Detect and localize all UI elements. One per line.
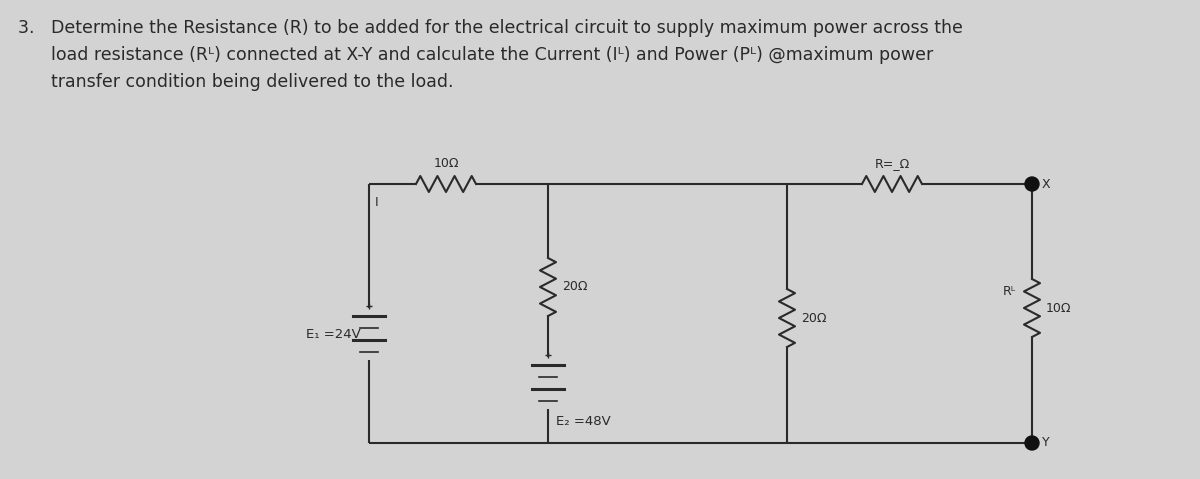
Text: 20Ω: 20Ω <box>802 311 827 324</box>
Text: R=_Ω: R=_Ω <box>875 157 910 170</box>
Circle shape <box>1025 436 1039 450</box>
Text: 10Ω: 10Ω <box>433 157 458 170</box>
Text: Rᴸ: Rᴸ <box>1003 285 1016 298</box>
Circle shape <box>1025 177 1039 191</box>
Text: Y: Y <box>1042 436 1050 449</box>
Text: 20Ω: 20Ω <box>562 281 588 294</box>
Text: transfer condition being delivered to the load.: transfer condition being delivered to th… <box>18 73 454 91</box>
Text: load resistance (Rᴸ) connected at X-Y and calculate the Current (Iᴸ) and Power (: load resistance (Rᴸ) connected at X-Y an… <box>18 46 934 64</box>
Text: X: X <box>1042 178 1051 191</box>
Text: I: I <box>374 196 379 209</box>
Text: E₁ =24V: E₁ =24V <box>306 328 361 341</box>
Text: 3.   Determine the Resistance (R) to be added for the electrical circuit to supp: 3. Determine the Resistance (R) to be ad… <box>18 19 962 37</box>
Text: 10Ω: 10Ω <box>1046 301 1072 315</box>
Text: E₂ =48V: E₂ =48V <box>556 415 611 428</box>
